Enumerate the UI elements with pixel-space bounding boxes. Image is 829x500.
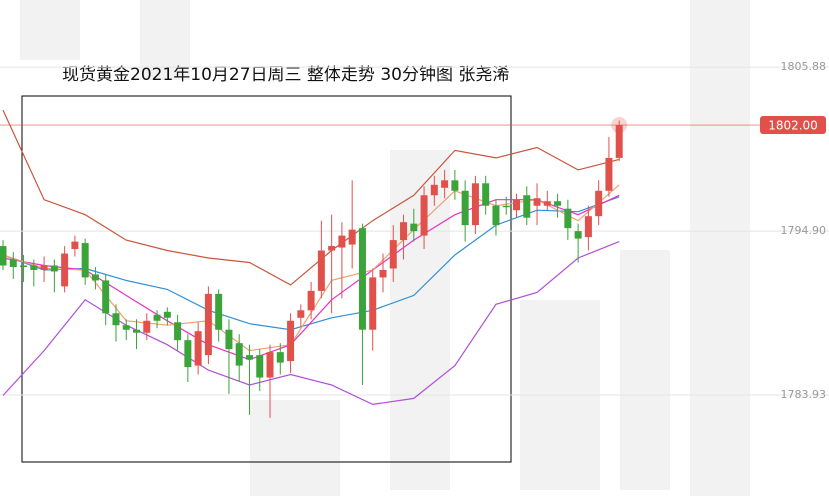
y-tick-label: 1794.90 — [781, 224, 827, 237]
candle-body — [297, 310, 305, 318]
candle-body — [348, 229, 356, 245]
candle-body — [502, 205, 510, 208]
candle-body — [184, 340, 192, 368]
candle-body — [317, 250, 325, 291]
candle-body — [225, 329, 233, 350]
candle-body — [143, 320, 151, 333]
candle-body — [112, 313, 120, 326]
background-pattern — [20, 0, 750, 496]
candle-body — [276, 352, 284, 363]
candle-body — [245, 355, 253, 360]
current-price-glow — [611, 117, 628, 134]
y-tick-label: 1805.88 — [781, 60, 827, 73]
candle-body — [204, 293, 212, 356]
candle-body — [338, 235, 346, 248]
candle-body — [81, 243, 89, 278]
candle-body — [400, 222, 408, 241]
candle-body — [307, 290, 315, 311]
candle-body — [451, 180, 459, 191]
candle-body — [420, 195, 428, 236]
current-price-label: 1802.00 — [768, 119, 818, 133]
candle-body — [30, 265, 38, 270]
candle-body — [492, 205, 500, 226]
candle-body — [358, 228, 366, 330]
candle-body — [595, 190, 603, 217]
candle-body — [482, 183, 490, 206]
candle-body — [461, 190, 469, 226]
candle-body — [471, 183, 479, 226]
candle-body — [574, 231, 582, 239]
candle-body — [9, 259, 17, 267]
candle-body — [369, 277, 377, 330]
candle-body — [605, 157, 613, 191]
candle-body — [328, 246, 336, 251]
candle-body — [122, 325, 130, 330]
current-price-box — [760, 116, 826, 135]
candle-body — [71, 241, 79, 250]
candle-body — [61, 253, 69, 287]
chart-title: 现货黄金2021年10月27日周三 整体走势 30分钟图 张尧浠 — [62, 65, 509, 85]
candle-body — [554, 201, 562, 206]
candle-body — [163, 311, 171, 318]
candle-body — [441, 180, 449, 188]
y-tick-label: 1783.93 — [781, 388, 827, 401]
candle-body — [287, 320, 295, 362]
candle-body — [543, 201, 551, 206]
candle-body — [91, 274, 99, 281]
candle-body — [50, 265, 58, 272]
candle-body — [0, 246, 7, 266]
indicator-line — [2, 109, 620, 286]
candle-body — [102, 280, 110, 314]
candle-body — [153, 314, 161, 321]
candle-body — [430, 184, 438, 196]
candle-body — [40, 265, 48, 270]
candle-body — [533, 198, 541, 206]
candle-body — [133, 329, 141, 333]
candle-body — [584, 216, 592, 238]
frame — [21, 95, 512, 463]
candle-body — [174, 322, 182, 341]
candle-body — [389, 240, 397, 269]
candle-body — [615, 125, 623, 158]
candle-body — [523, 195, 531, 218]
candle-body — [379, 269, 387, 278]
candle-body — [20, 265, 28, 267]
candle-body — [235, 343, 243, 366]
candle-body — [564, 208, 572, 229]
candle-body — [215, 293, 223, 330]
candle-body — [266, 352, 274, 378]
candle-body — [256, 355, 264, 378]
candle-body — [194, 331, 202, 366]
candle-body — [410, 223, 418, 232]
candle-body — [513, 199, 520, 211]
